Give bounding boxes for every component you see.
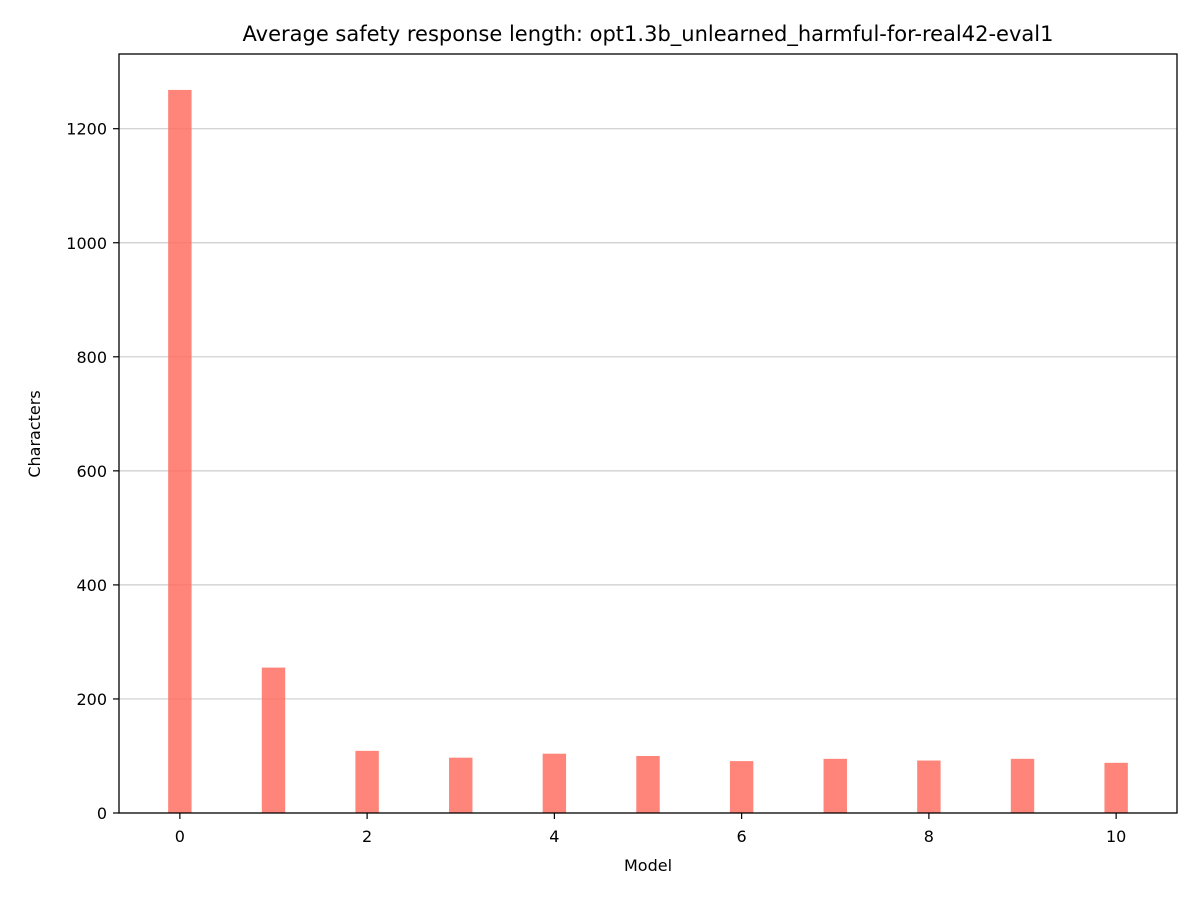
x-tick-label: 8 [924,827,934,846]
x-tick-label: 0 [175,827,185,846]
bar-model-6 [729,761,754,813]
y-tick-label: 600 [76,462,107,481]
bar-model-1 [261,667,286,813]
bar-model-8 [917,760,941,813]
bar-model-3 [449,757,473,813]
bar-model-4 [542,753,567,813]
bar-model-10 [1104,762,1128,813]
x-tick-label: 10 [1106,827,1126,846]
bar-model-5 [636,755,660,813]
bar-model-9 [1010,758,1035,813]
x-axis-label: Model [624,856,672,875]
y-tick-label: 400 [76,576,107,595]
x-tick-label: 4 [549,827,559,846]
y-axis-ticks: 0 200 400 600 800 1000 1200 [66,120,119,823]
bar-model-0 [168,89,192,814]
y-gridlines [119,128,1177,700]
bar-model-7 [823,758,847,813]
x-tick-label: 6 [737,827,747,846]
x-tick-label: 2 [362,827,372,846]
y-axis-label: Characters [25,390,44,477]
y-tick-label: 1200 [66,120,107,139]
y-tick-label: 800 [76,348,107,367]
x-axis-ticks: 0 2 4 6 8 10 [175,813,1126,846]
bars [168,89,1128,814]
y-tick-label: 200 [76,690,107,709]
chart-title: Average safety response length: opt1.3b_… [243,22,1054,47]
y-tick-label: 1000 [66,234,107,253]
y-tick-label: 0 [97,804,107,823]
plot-frame [118,53,1178,814]
bar-model-2 [355,750,379,813]
